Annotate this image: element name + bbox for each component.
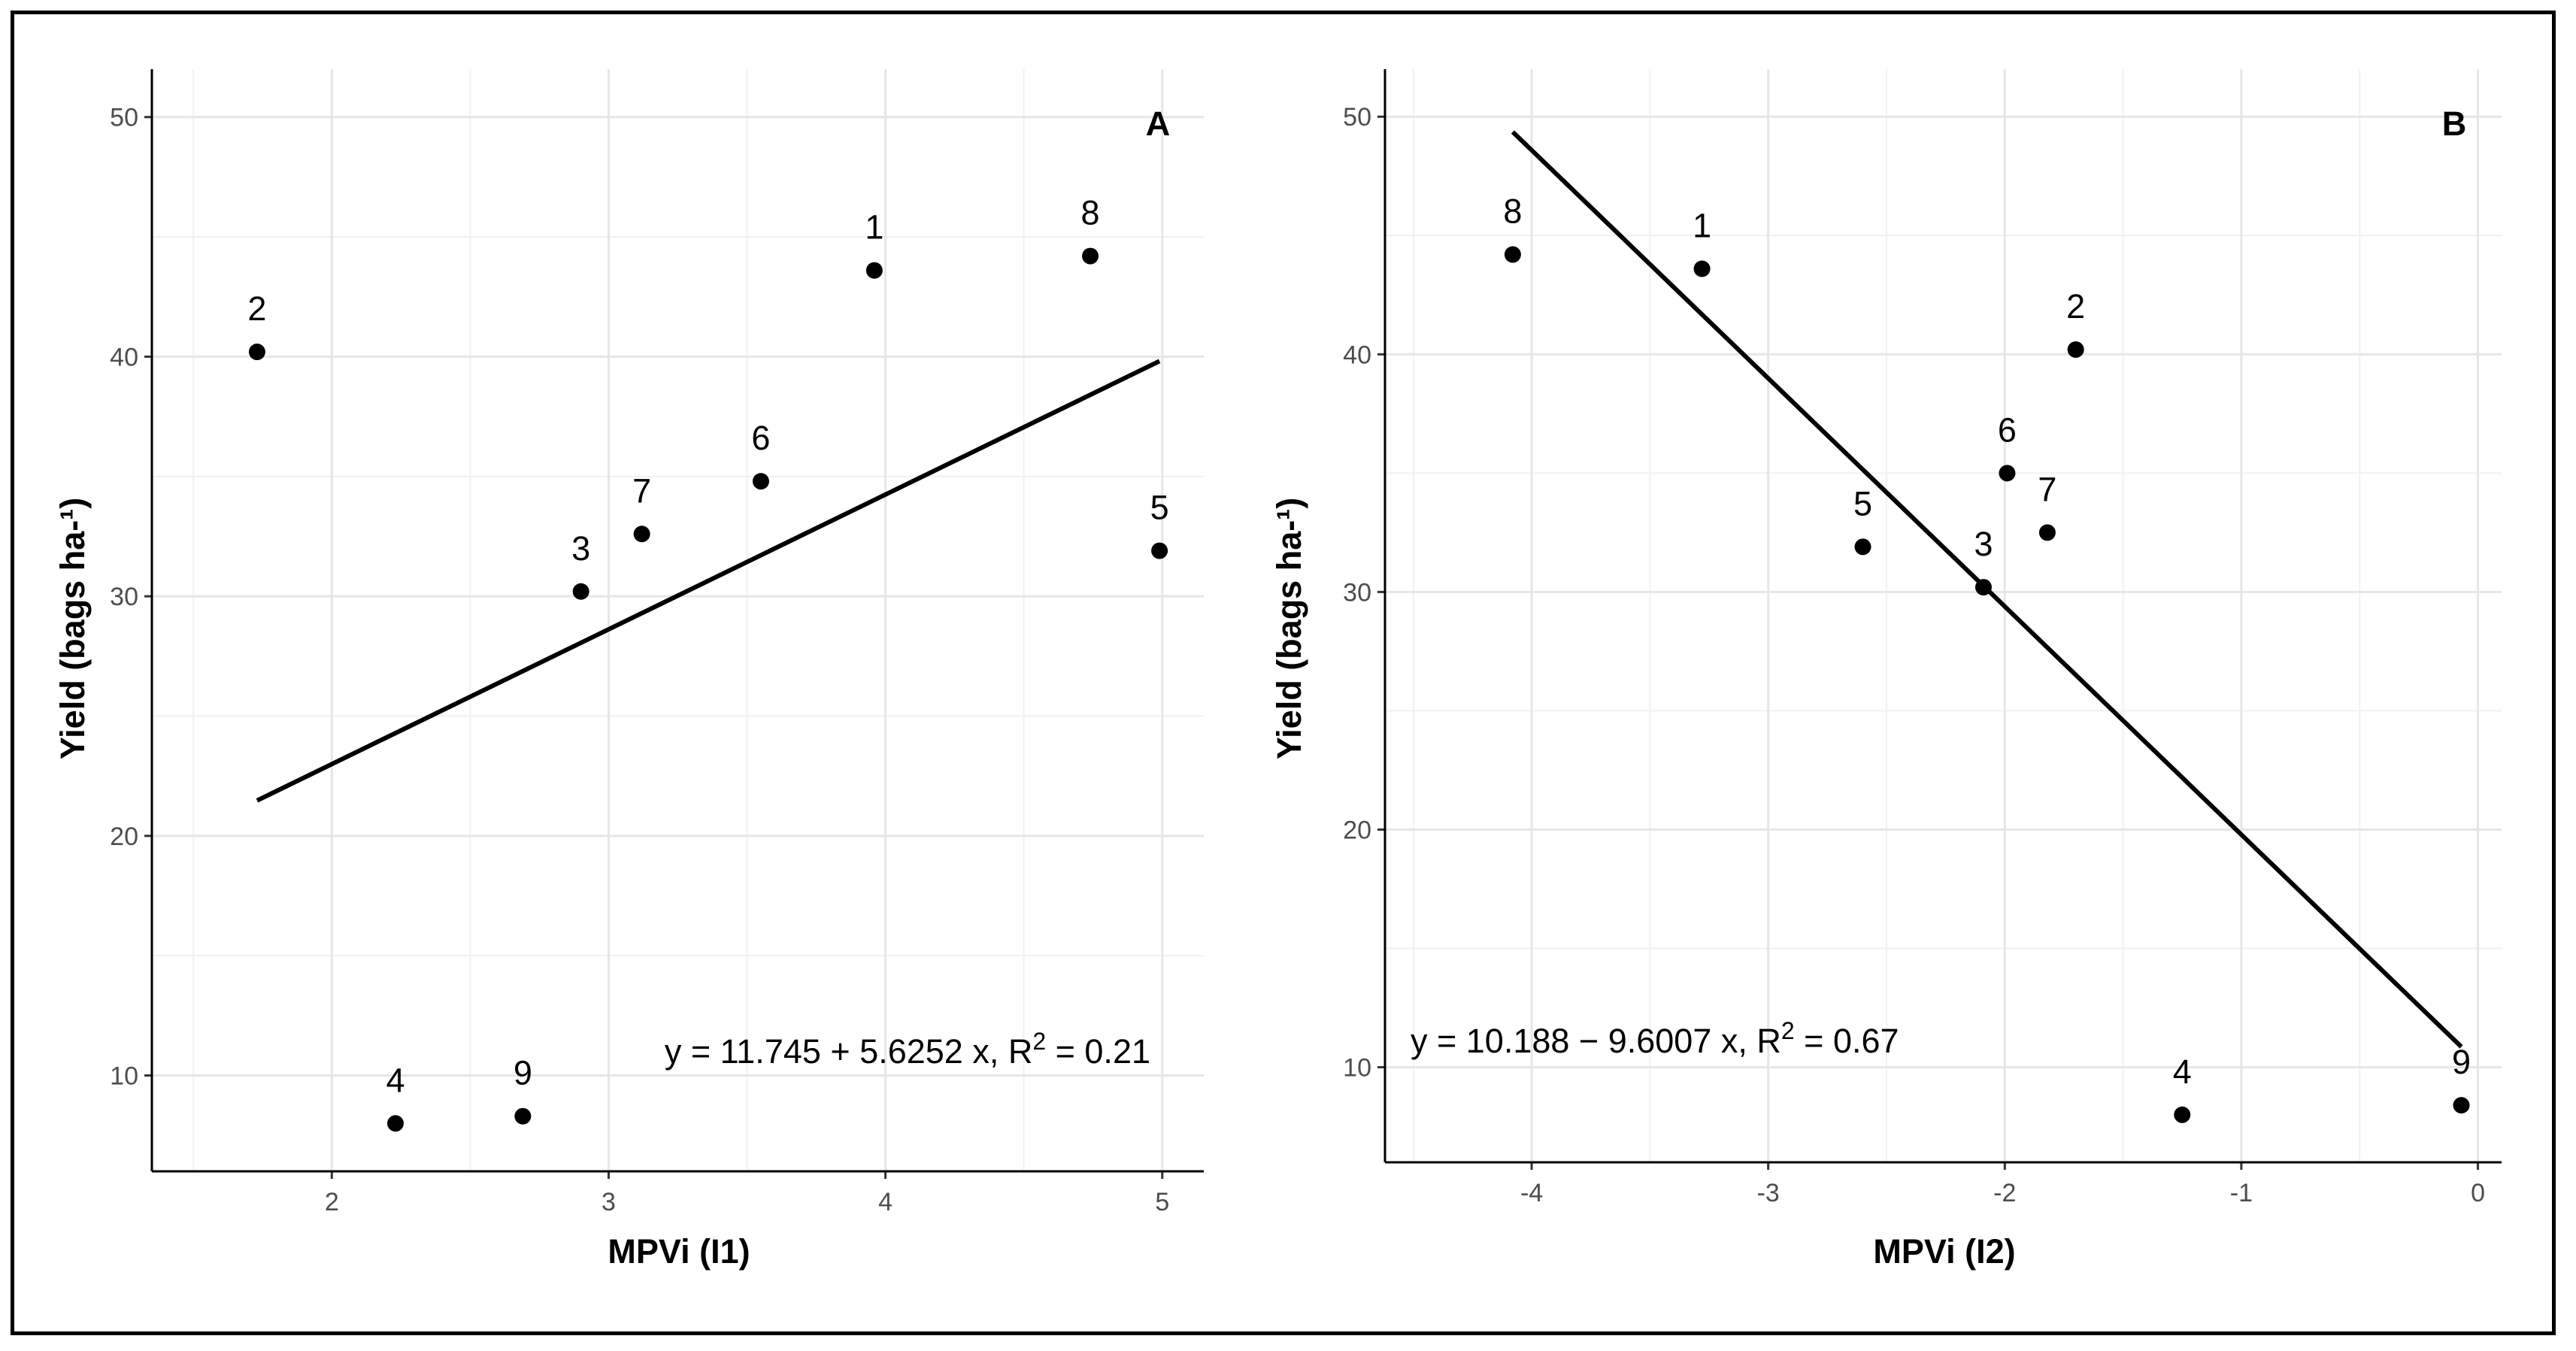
panel-a-tick-labels: 2 3 4 5 10 20 30 40 50 bbox=[110, 104, 1169, 1216]
panel-b-y-tick-label: 30 bbox=[1343, 578, 1371, 607]
panel-a-point-label-9: 9 bbox=[514, 1054, 532, 1092]
panel-a-point-9 bbox=[514, 1107, 532, 1125]
panel-a-y-axis-label: Yield (bags ha-¹) bbox=[53, 498, 92, 759]
panel-b-y-tick-label: 50 bbox=[1343, 103, 1371, 132]
panel-b-point-label-5: 5 bbox=[1853, 484, 1872, 523]
panel-a-x-tick-label: 2 bbox=[325, 1188, 339, 1216]
panel-b-point-label-3: 3 bbox=[1974, 525, 1993, 563]
panel-a-point-1 bbox=[865, 262, 883, 279]
panel-b-tick-labels: -4 -3 -2 -1 0 10 20 30 40 50 bbox=[1343, 103, 2485, 1207]
panel-b-y-axis-label: Yield (bags ha-¹) bbox=[1270, 498, 1308, 759]
panel-a-point-4 bbox=[386, 1115, 404, 1132]
panel-a-point-5 bbox=[1151, 542, 1168, 559]
panel-b-point-label-4: 4 bbox=[2173, 1053, 2192, 1091]
panel-b-point-label-7: 7 bbox=[2038, 470, 2056, 508]
panel-a-equation: y = 11.745 + 5.6252 x, R2 = 0.21 bbox=[665, 1028, 1150, 1071]
panel-b-point-label-1: 1 bbox=[1693, 207, 1711, 245]
panel-a-point-6 bbox=[752, 473, 769, 490]
panel-b-x-tick-label: 0 bbox=[2471, 1179, 2485, 1207]
panel-b-y-tick-label: 40 bbox=[1343, 341, 1371, 369]
panel-b-point-5 bbox=[1854, 538, 1871, 556]
panel-b-point-8 bbox=[1504, 246, 1521, 263]
panel-a-point-label-4: 4 bbox=[386, 1061, 405, 1099]
panel-b-point-9 bbox=[2453, 1097, 2470, 1114]
panel-b-point-label-9: 9 bbox=[2452, 1043, 2471, 1081]
panel-b-y-tick-label: 10 bbox=[1343, 1054, 1371, 1083]
panel-a-point-label-5: 5 bbox=[1150, 489, 1169, 527]
panel-a-y-tick-label: 20 bbox=[110, 822, 138, 851]
panel-b-equation: y = 10.188 − 9.6007 x, R2 = 0.67 bbox=[1411, 1017, 1899, 1060]
panel-a-point-label-7: 7 bbox=[632, 471, 651, 510]
panel-b-x-tick-label: -3 bbox=[1757, 1179, 1780, 1207]
panel-a-x-tick-label: 5 bbox=[1155, 1188, 1169, 1216]
panel-b-point-6 bbox=[1999, 465, 2016, 482]
panel-a-gridlines bbox=[152, 69, 1204, 1171]
panel-a-y-tick-label: 40 bbox=[110, 343, 138, 371]
panel-a-regression-line bbox=[256, 359, 1161, 803]
panel-a-y-tick-label: 50 bbox=[110, 104, 138, 132]
panel-b-point-label-8: 8 bbox=[1503, 192, 1522, 231]
panel-a-label: A bbox=[1146, 105, 1171, 143]
panel-b-y-tick-label: 20 bbox=[1343, 816, 1371, 844]
panel-a-x-tick-label: 4 bbox=[878, 1188, 893, 1216]
panel-a-point-label-3: 3 bbox=[571, 529, 590, 568]
panel-a-point-label-6: 6 bbox=[751, 419, 770, 457]
panel-a-point-label-1: 1 bbox=[865, 208, 883, 247]
panel-b-gridlines bbox=[1385, 69, 2502, 1162]
panel-a-point-2 bbox=[248, 344, 265, 361]
panel-b-point-4 bbox=[2174, 1106, 2191, 1123]
figure-frame bbox=[11, 11, 2556, 1335]
panel-b-label: B bbox=[2442, 105, 2467, 143]
panel-a-point-label-8: 8 bbox=[1081, 194, 1100, 232]
panel-b-point-1 bbox=[1693, 260, 1711, 277]
panel-a-points: 1 2 3 4 5 6 7 8 9 bbox=[247, 194, 1169, 1132]
panel-a: 2 3 4 5 10 20 30 40 50 1 2 3 4 5 6 7 8 9 A y = 11.745 + … bbox=[53, 69, 1204, 1271]
panel-a-point-8 bbox=[1082, 247, 1099, 265]
panel-a-x-axis-label: MPVi (I1) bbox=[608, 1232, 750, 1271]
panel-b-point-3 bbox=[1974, 579, 1992, 596]
panel-b-x-axis-label: MPVi (I2) bbox=[1873, 1232, 2015, 1271]
panel-b-point-label-2: 2 bbox=[2066, 287, 2085, 326]
panel-a-y-tick-label: 10 bbox=[110, 1062, 138, 1091]
panel-b-points: 1 2 3 4 5 67 8 9 bbox=[1503, 192, 2471, 1123]
panel-b-point-2 bbox=[2067, 341, 2084, 358]
panel-b-point-7 bbox=[2038, 524, 2056, 541]
panel-b-x-tick-label: -1 bbox=[2230, 1179, 2253, 1207]
panel-a-point-7 bbox=[633, 526, 650, 543]
panel-b-x-tick-label: -4 bbox=[1520, 1179, 1543, 1207]
panel-a-point-label-2: 2 bbox=[247, 289, 266, 328]
panel-b-point-label-6: 6 bbox=[1998, 410, 2017, 449]
panel-a-x-tick-label: 3 bbox=[602, 1188, 616, 1216]
panel-b: -4 -3 -2 -1 0 10 20 30 40 50 1 2 3 4 5 67 8 9 B y = 10.1… bbox=[1270, 69, 2502, 1271]
panel-b-x-tick-label: -2 bbox=[1993, 1179, 2016, 1207]
panel-a-point-3 bbox=[572, 583, 589, 600]
panel-a-y-tick-label: 30 bbox=[110, 583, 138, 611]
